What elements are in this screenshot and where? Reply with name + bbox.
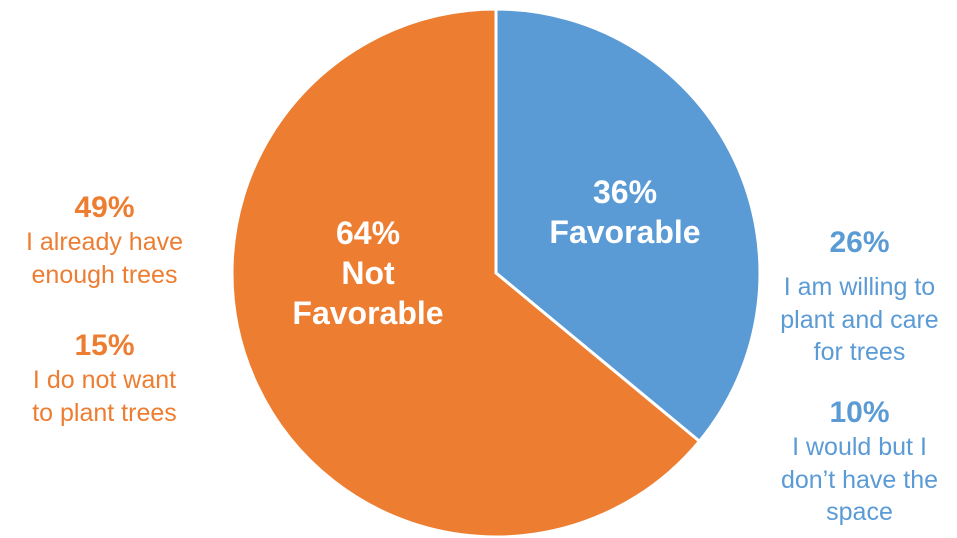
annotation-line: for trees <box>813 338 906 366</box>
annotation-not-want: 15% I do not want to plant trees <box>2 328 207 429</box>
favorable-slice-label: 36% Favorable <box>530 172 720 252</box>
annotation-pct: 49% <box>74 191 135 224</box>
not-favorable-line1: Not <box>341 255 395 291</box>
annotation-line: I am willing to <box>783 273 936 301</box>
annotation-line: space <box>826 498 893 526</box>
pie-slice-not-favorable <box>230 7 702 538</box>
annotation-pct: 15% <box>74 329 135 362</box>
annotation-line: I would but I <box>792 433 927 461</box>
annotation-line: enough trees <box>31 260 178 289</box>
favorable-pct: 36% <box>592 174 658 210</box>
not-favorable-pct: 64% <box>335 215 401 251</box>
annotation-no-space: 10% I would but I don’t have the space <box>762 395 957 529</box>
annotation-line: plant and care <box>780 305 939 334</box>
annotation-line: I do not want <box>32 366 177 394</box>
annotation-pct: 26% <box>829 226 890 259</box>
annotation-line: I already have <box>25 228 184 256</box>
annotation-pct: 10% <box>829 396 890 429</box>
annotation-willing: 26% I am willing to plant and care for t… <box>762 225 957 369</box>
annotation-line: to plant trees <box>32 398 177 427</box>
not-favorable-slice-label: 64% Not Favorable <box>268 213 468 333</box>
annotation-line: don’t have the <box>780 465 939 494</box>
pie-slice-favorable <box>494 7 762 444</box>
favorable-text: Favorable <box>549 214 701 250</box>
annotation-enough-trees: 49% I already have enough trees <box>2 190 207 291</box>
not-favorable-line2: Favorable <box>292 295 444 331</box>
